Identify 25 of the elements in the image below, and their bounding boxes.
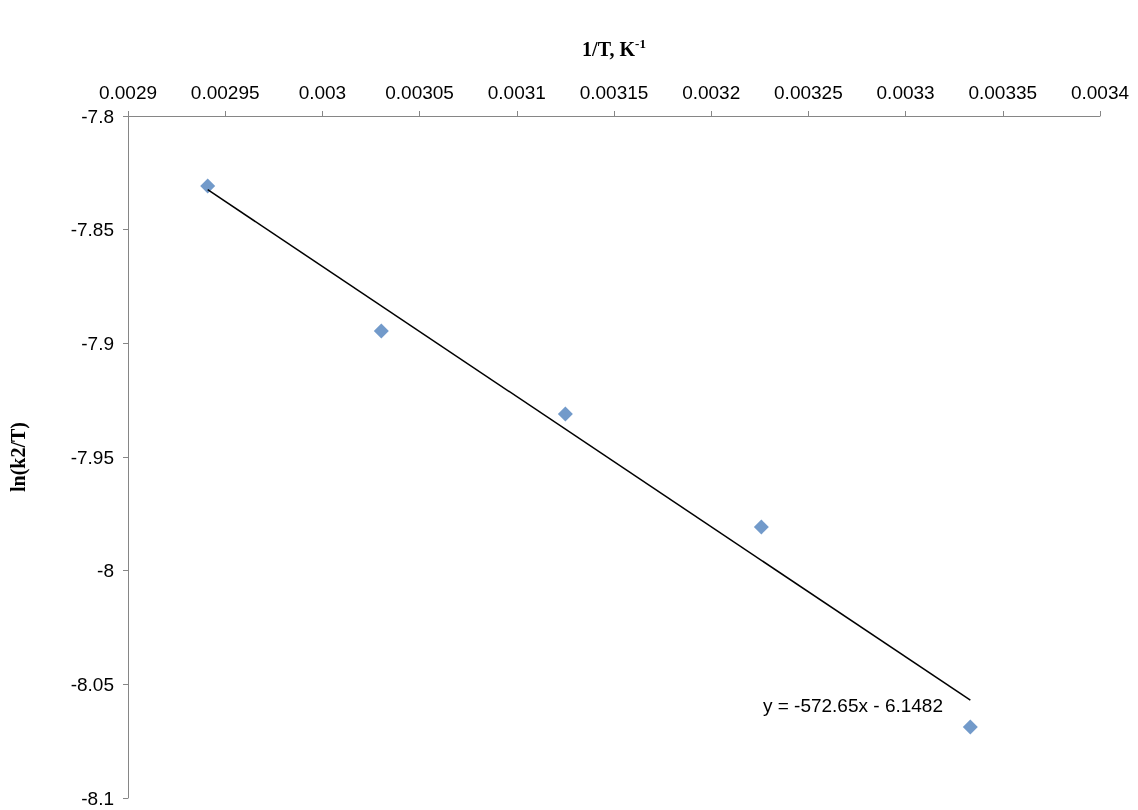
x-tick-label: 0.00335: [968, 82, 1038, 103]
x-tick-label: 0.003: [298, 82, 347, 103]
point: [373, 323, 389, 339]
y-tick-label: -7.8: [81, 105, 114, 127]
point: [962, 719, 978, 735]
point: [557, 406, 573, 422]
x-tick-label: 0.00315: [579, 82, 649, 103]
x-tick-label: 0.00295: [190, 82, 260, 103]
y-tick-label: -8.05: [70, 673, 114, 695]
y-tick-label: -7.9: [81, 332, 114, 354]
annotation: y = -572.65x - 6.1482: [762, 695, 943, 716]
point: [753, 519, 769, 535]
y-axis-title: ln(k2/T): [7, 421, 30, 493]
y-tick-label: -8.1: [81, 787, 114, 809]
x-tick-label: 0.0029: [98, 82, 158, 103]
x-tick-label: 0.0032: [682, 82, 741, 103]
y-tick-label: -7.85: [70, 219, 114, 241]
y-tick-label: -8: [97, 560, 114, 582]
y-tick-label: -7.95: [70, 446, 114, 468]
x-tick-label: 0.0033: [876, 82, 935, 103]
x-tick-label: 0.00305: [385, 82, 454, 103]
x-tick-label: 0.0034: [1070, 82, 1130, 103]
x-tick-label: 0.0031: [487, 82, 546, 103]
x-tick-label: 0.00325: [774, 82, 843, 103]
point: [200, 178, 216, 194]
